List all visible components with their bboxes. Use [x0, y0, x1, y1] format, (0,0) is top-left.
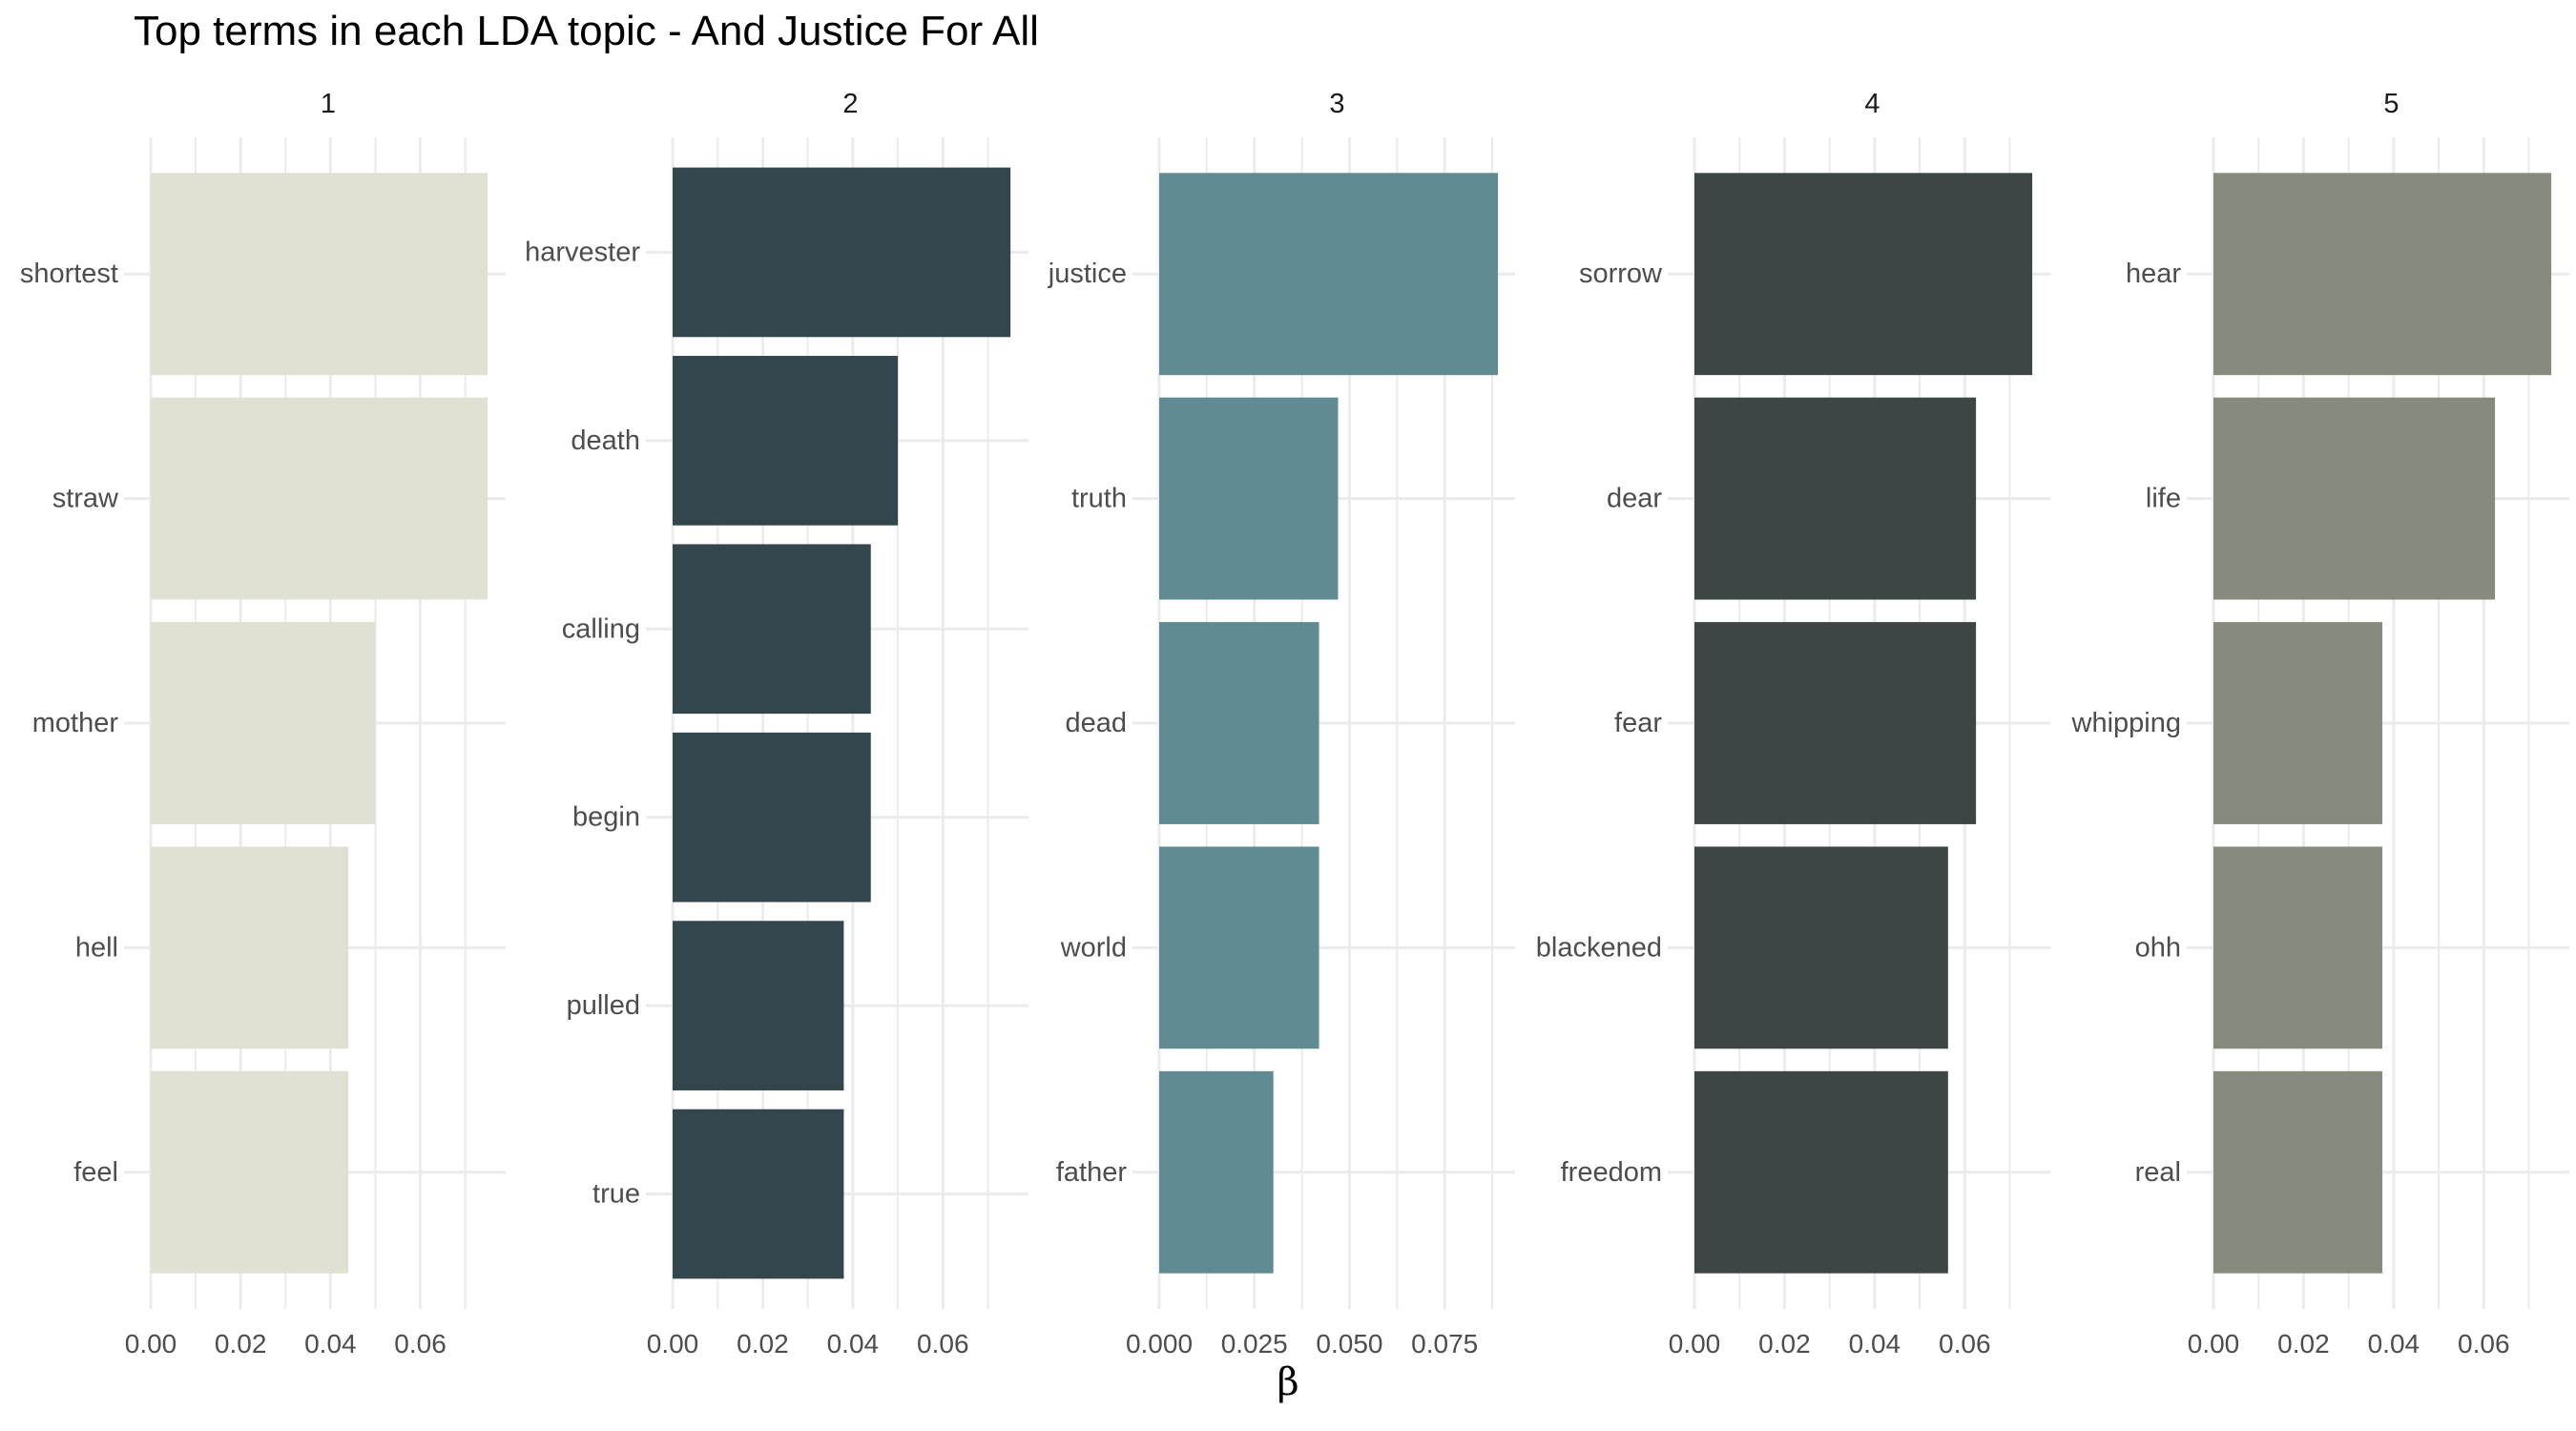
panel-label: 3	[1329, 89, 1344, 119]
category-label: sorrow	[1579, 259, 1663, 289]
category-label: mother	[32, 708, 119, 738]
tick-label: 0.000	[1126, 1329, 1193, 1358]
tick-label: 0.02	[215, 1329, 267, 1358]
tick-label: 0.075	[1411, 1329, 1478, 1358]
panel-label: 5	[2383, 89, 2399, 119]
bar-dear	[1694, 397, 1977, 600]
panel-label: 4	[1864, 89, 1880, 119]
category-label: begin	[572, 802, 640, 833]
category-label: hell	[75, 932, 118, 963]
tick-label: 0.00	[2188, 1329, 2240, 1358]
panel-2: harvester death calling begin pulled true 0.00…	[525, 89, 1028, 1358]
tick-label: 0.04	[1849, 1329, 1901, 1358]
bar-sorrow	[1694, 173, 2033, 376]
panel-3: justice truth dead world father 0.000 0.025 0.0…	[1048, 89, 1515, 1358]
tick-label: 0.00	[1669, 1329, 1721, 1358]
category-label: ohh	[2135, 932, 2181, 963]
tick-label: 0.06	[2458, 1329, 2510, 1358]
bar-shortest	[151, 173, 488, 376]
category-label: father	[1056, 1157, 1127, 1188]
category-label: world	[1060, 932, 1127, 963]
bar-fear	[1694, 622, 1977, 824]
tick-label: 0.02	[737, 1329, 789, 1358]
bar-harvester	[673, 167, 1011, 338]
tick-label: 0.06	[394, 1329, 447, 1358]
category-label: harvester	[525, 237, 640, 267]
bar-blackened	[1694, 846, 1948, 1049]
bar-straw	[151, 397, 488, 600]
tick-label: 0.02	[2277, 1329, 2330, 1358]
chart-title: Top terms in each LDA topic - And Justic…	[134, 8, 1039, 54]
category-label: dead	[1065, 708, 1127, 738]
panel-1: shortest straw mother hell feel 0.00 0.02 0.04 0…	[20, 89, 506, 1358]
bar-mother	[151, 622, 376, 824]
category-label: shortest	[20, 259, 118, 289]
panel-4: sorrow dear fear blackened freedom 0.00 0.02 0.…	[1536, 89, 2050, 1358]
bar-truth	[1159, 397, 1339, 600]
tick-label: 0.050	[1316, 1329, 1382, 1358]
category-label: calling	[562, 613, 640, 644]
tick-label: 0.04	[2368, 1329, 2420, 1358]
bar-freedom	[1694, 1070, 1948, 1274]
tick-label: 0.02	[1758, 1329, 1811, 1358]
x-axis-title: β	[1277, 1360, 1299, 1404]
bar-calling	[673, 544, 871, 715]
bar-justice	[1159, 173, 1499, 376]
bar-hear	[2213, 173, 2552, 376]
bar-life	[2213, 397, 2496, 600]
category-label: pulled	[567, 990, 640, 1021]
tick-label: 0.04	[827, 1329, 880, 1358]
bar-true	[673, 1109, 844, 1279]
category-label: hear	[2126, 259, 2181, 289]
category-label: straw	[52, 484, 119, 514]
category-label: true	[592, 1179, 640, 1210]
panel-5: hear life whipping ohh real 0.00 0.02 0.04 0.06 5	[2071, 89, 2569, 1358]
category-label: dear	[1607, 484, 1662, 514]
category-label: life	[2146, 484, 2181, 514]
category-label: real	[2135, 1157, 2181, 1188]
tick-label: 0.06	[917, 1329, 969, 1358]
bar-feel	[151, 1070, 349, 1274]
tick-label: 0.06	[1939, 1329, 1991, 1358]
tick-label: 0.00	[647, 1329, 699, 1358]
panel-label: 2	[842, 89, 858, 119]
bar-ohh	[2213, 846, 2383, 1049]
category-label: justice	[1048, 259, 1127, 289]
bar-begin	[673, 732, 871, 902]
bar-world	[1159, 846, 1319, 1049]
category-label: freedom	[1561, 1157, 1662, 1188]
category-label: blackened	[1536, 932, 1662, 963]
bar-pulled	[673, 921, 844, 1090]
category-label: fear	[1614, 708, 1662, 738]
bar-death	[673, 356, 899, 526]
category-label: whipping	[2071, 708, 2181, 738]
category-label: truth	[1071, 484, 1127, 514]
bar-dead	[1159, 622, 1319, 824]
category-label: feel	[73, 1157, 118, 1188]
category-label: death	[571, 425, 640, 456]
bar-father	[1159, 1070, 1274, 1274]
bar-real	[2213, 1070, 2383, 1274]
tick-label: 0.04	[304, 1329, 357, 1358]
panel-label: 1	[321, 89, 336, 119]
tick-label: 0.025	[1221, 1329, 1288, 1358]
tick-label: 0.00	[125, 1329, 177, 1358]
bar-whipping	[2213, 622, 2383, 824]
bar-hell	[151, 846, 349, 1049]
